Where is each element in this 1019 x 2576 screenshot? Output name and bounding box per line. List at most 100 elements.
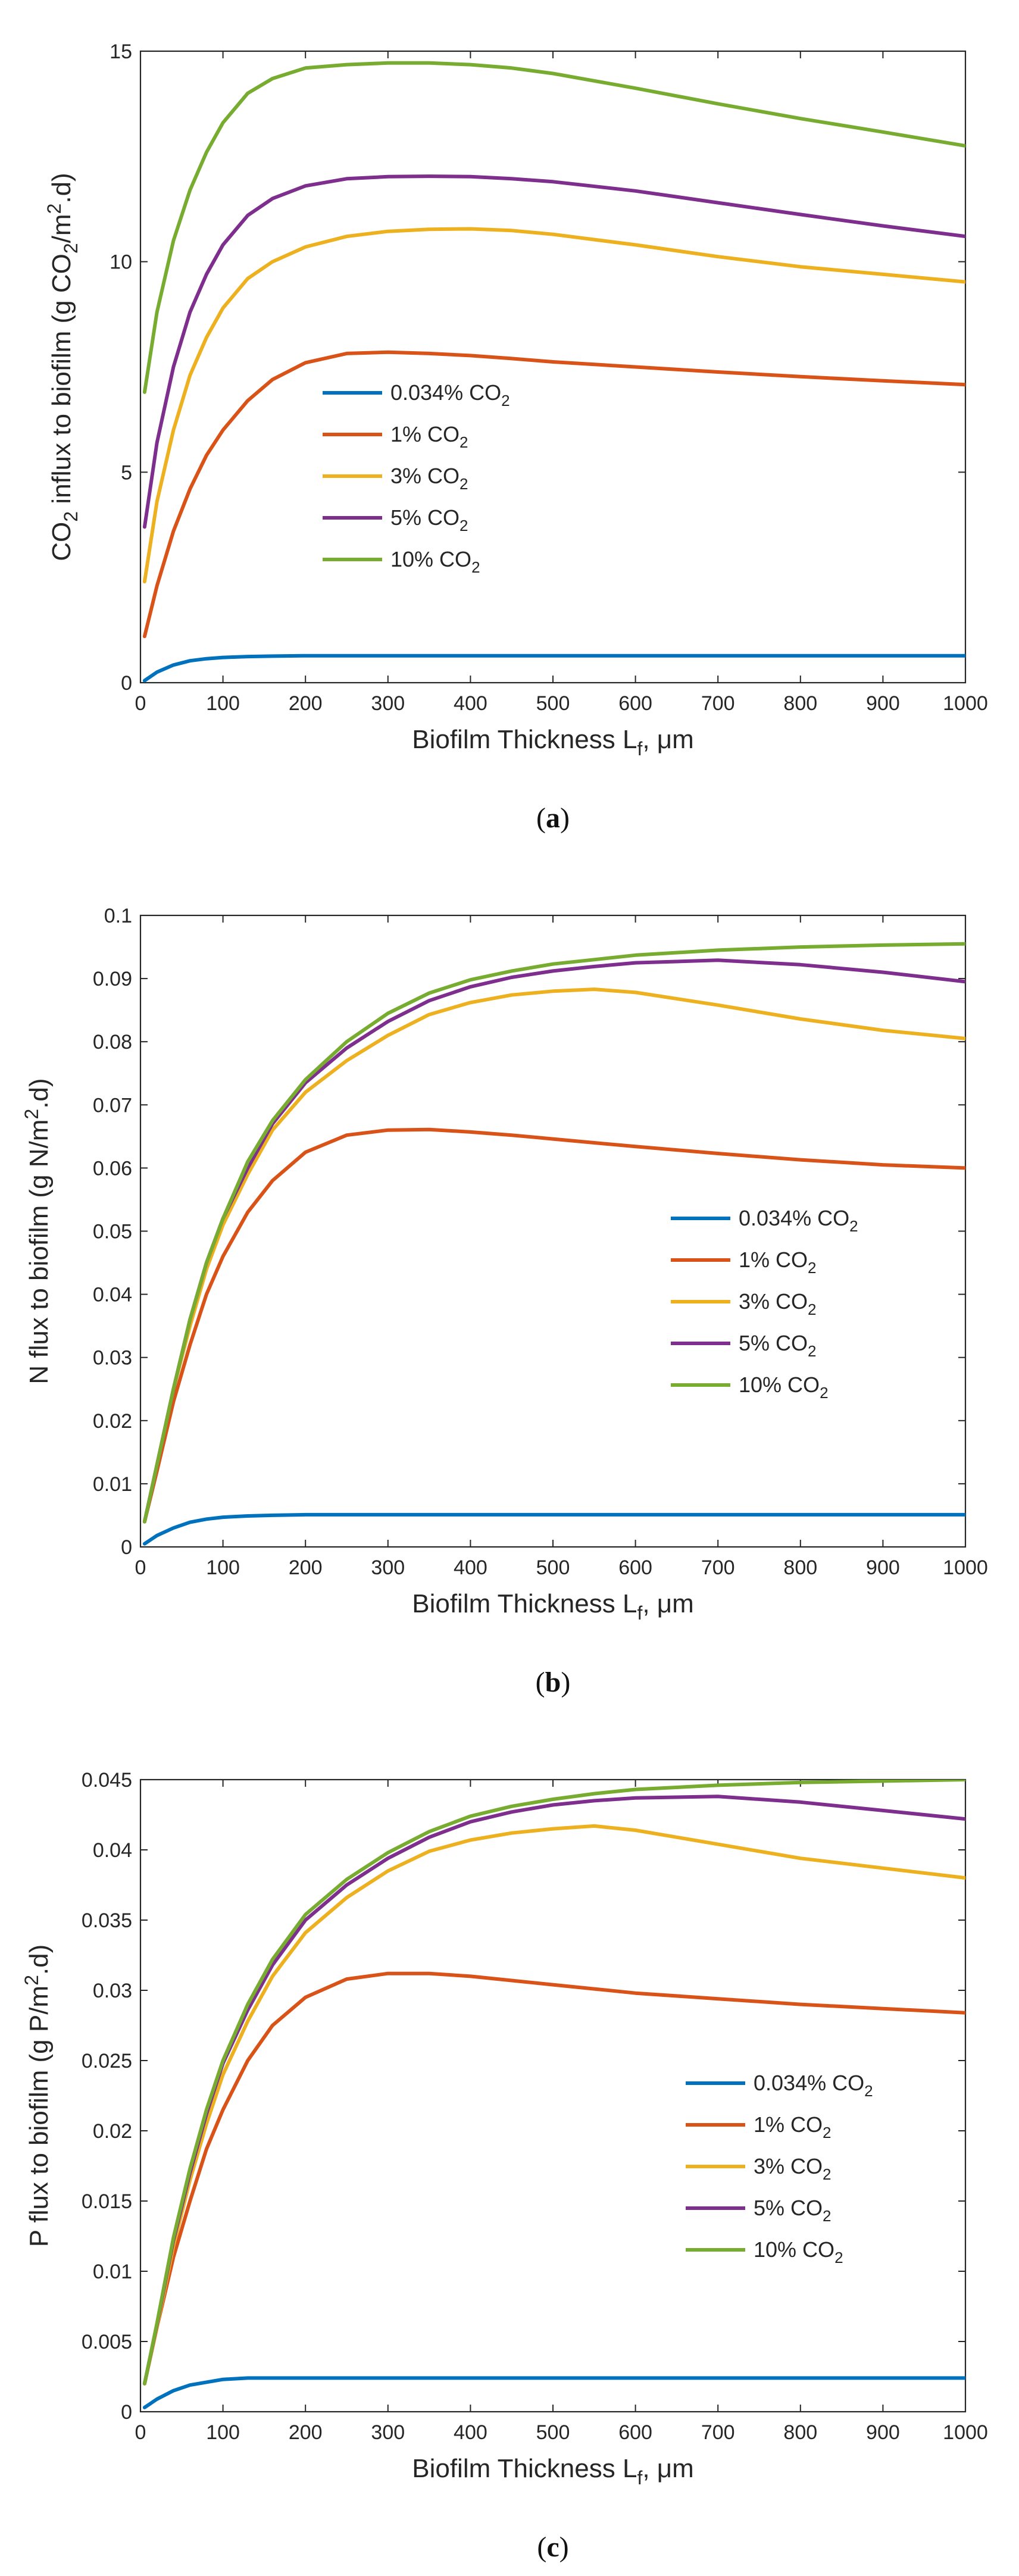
legend-label-2: 3% CO2 xyxy=(739,1289,817,1318)
x-tick-label: 600 xyxy=(618,692,652,715)
legend: 0.034% CO2 1% CO2 3% CO2 5% CO2 10% CO2 xyxy=(323,380,510,576)
y-tick-label: 0 xyxy=(121,2401,132,2424)
chart-panel-c: 0 100 200 300 400 500 600 700 800 900 1000 0 0.005 0.… xyxy=(21,1769,988,2563)
x-axis-label: Biofilm Thickness Lf, μm xyxy=(412,1589,694,1624)
legend-label-4: 10% CO2 xyxy=(390,547,480,576)
y-tick-label: 15 xyxy=(110,40,132,63)
x-tick-label: 800 xyxy=(783,1556,817,1579)
legend-label-3: 5% CO2 xyxy=(739,1331,817,1360)
x-tick-label: 1000 xyxy=(943,2421,988,2444)
x-tick-label: 900 xyxy=(866,692,900,715)
y-tick-label: 0.045 xyxy=(82,1769,132,1792)
x-tick-label: 700 xyxy=(701,692,735,715)
series-line-3 xyxy=(142,174,965,529)
x-tick-label: 600 xyxy=(618,1556,652,1579)
x-tick-label: 800 xyxy=(783,2421,817,2444)
series-line-2 xyxy=(142,1824,965,2386)
x-tick-label: 200 xyxy=(289,1556,323,1579)
x-tick-label: 500 xyxy=(536,2421,570,2444)
y-tick-label: 0.08 xyxy=(93,1031,132,1053)
y-tick-label: 0.01 xyxy=(93,2261,132,2283)
x-tick-label: 1000 xyxy=(943,1556,988,1579)
y-tick-label: 5 xyxy=(121,461,132,484)
y-tick-label: 0.1 xyxy=(104,905,132,927)
legend-label-1: 1% CO2 xyxy=(754,2112,832,2142)
y-tick-label: 0.015 xyxy=(82,2190,132,2213)
series-line-1 xyxy=(142,1127,965,1524)
x-tick-label: 500 xyxy=(536,1556,570,1579)
series-line-1 xyxy=(142,350,965,639)
y-tick-label: 10 xyxy=(110,251,132,274)
x-tick-label: 300 xyxy=(371,692,405,715)
y-axis-label: P flux to biofilm (g P/m2.d) xyxy=(21,1944,54,2247)
panel-caption: (c) xyxy=(537,2531,568,2563)
x-tick-label: 300 xyxy=(371,1556,405,1579)
y-axis-label: CO2 influx to biofilm (g CO2/m2.d) xyxy=(43,173,82,561)
x-tick-label: 100 xyxy=(206,692,240,715)
y-tick-label: 0 xyxy=(121,672,132,695)
legend-label-3: 5% CO2 xyxy=(390,505,468,534)
y-tick-label: 0.02 xyxy=(93,1410,132,1433)
y-tick-label: 0.04 xyxy=(93,1284,132,1306)
series-line-4 xyxy=(142,1780,965,2386)
y-tick-label: 0.04 xyxy=(93,1839,132,1862)
x-tick-label: 300 xyxy=(371,2421,405,2444)
y-tick-label: 0.03 xyxy=(93,1347,132,1370)
y-axis-label: N flux to biofilm (g N/m2.d) xyxy=(21,1078,54,1384)
x-tick-label: 400 xyxy=(454,1556,487,1579)
series-line-2 xyxy=(142,227,965,584)
series-line-1 xyxy=(142,1971,965,2386)
x-tick-label: 200 xyxy=(289,2421,323,2444)
x-tick-label: 200 xyxy=(289,692,323,715)
legend-label-0: 0.034% CO2 xyxy=(390,380,510,409)
y-tick-label: 0.01 xyxy=(93,1473,132,1496)
legend-label-4: 10% CO2 xyxy=(739,1373,829,1402)
series-line-0 xyxy=(142,2376,965,2409)
x-tick-label: 900 xyxy=(866,2421,900,2444)
y-tick-label: 0.06 xyxy=(93,1157,132,1180)
x-tick-label: 600 xyxy=(618,2421,652,2444)
y-tick-label: 0.05 xyxy=(93,1221,132,1243)
x-axis-label: Biofilm Thickness Lf, μm xyxy=(412,725,694,759)
y-tick-label: 0.035 xyxy=(82,1909,132,1932)
x-tick-label: 800 xyxy=(783,692,817,715)
legend-label-3: 5% CO2 xyxy=(754,2196,832,2225)
x-tick-label: 100 xyxy=(206,1556,240,1579)
plot-area xyxy=(139,50,967,684)
y-tick-label: 0.02 xyxy=(93,2120,132,2143)
panel-caption: (a) xyxy=(536,802,570,834)
legend: 0.034% CO2 1% CO2 3% CO2 5% CO2 10% CO2 xyxy=(671,1206,858,1402)
legend-label-4: 10% CO2 xyxy=(754,2237,843,2266)
y-tick-label: 0.025 xyxy=(82,2050,132,2072)
x-tick-label: 500 xyxy=(536,692,570,715)
panel-caption: (b) xyxy=(536,1667,571,1698)
x-tick-label: 0 xyxy=(135,692,146,715)
y-tick-label: 0 xyxy=(121,1536,132,1559)
x-tick-label: 400 xyxy=(454,692,487,715)
legend-label-2: 3% CO2 xyxy=(754,2154,832,2183)
x-tick-label: 700 xyxy=(701,1556,735,1579)
legend-label-0: 0.034% CO2 xyxy=(739,1206,858,1235)
plot-area xyxy=(139,914,967,1548)
x-tick-label: 0 xyxy=(135,2421,146,2444)
legend: 0.034% CO2 1% CO2 3% CO2 5% CO2 10% CO2 xyxy=(686,2071,873,2266)
x-tick-label: 100 xyxy=(206,2421,240,2444)
x-tick-label: 700 xyxy=(701,2421,735,2444)
x-tick-label: 1000 xyxy=(943,692,988,715)
x-axis-label: Biofilm Thickness Lf, μm xyxy=(412,2454,694,2489)
y-tick-label: 0.005 xyxy=(82,2331,132,2353)
series-line-0 xyxy=(142,654,965,683)
series-line-0 xyxy=(142,1512,965,1546)
chart-panel-b: 0 100 200 300 400 500 600 700 800 900 1000 0 0.01 0.0… xyxy=(21,905,988,1698)
x-tick-label: 900 xyxy=(866,1556,900,1579)
legend-label-0: 0.034% CO2 xyxy=(754,2071,873,2100)
y-tick-label: 0.07 xyxy=(93,1094,132,1117)
series-line-4 xyxy=(142,942,965,1524)
y-tick-label: 0.03 xyxy=(93,1980,132,2002)
y-tick-label: 0.09 xyxy=(93,968,132,990)
legend-label-1: 1% CO2 xyxy=(739,1248,817,1277)
series-line-4 xyxy=(142,61,965,394)
x-tick-label: 400 xyxy=(454,2421,487,2444)
legend-label-1: 1% CO2 xyxy=(390,422,468,451)
